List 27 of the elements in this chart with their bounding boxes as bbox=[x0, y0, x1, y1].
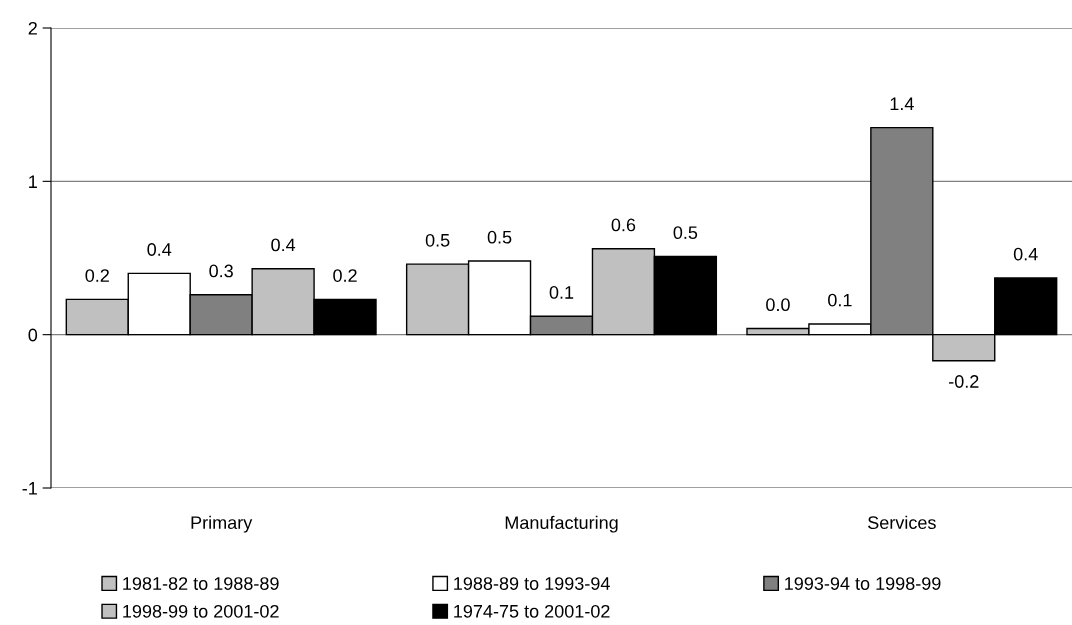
x-tick-label: Primary bbox=[191, 515, 253, 533]
data-label: 0.6 bbox=[611, 218, 636, 232]
data-label: 0.3 bbox=[209, 264, 233, 278]
x-tick-label: Manufacturing bbox=[505, 515, 618, 533]
data-label: 0.2 bbox=[333, 269, 357, 282]
data-label: 1.4 bbox=[890, 97, 914, 111]
legend-label: 1974-75 to 2001-02 bbox=[454, 604, 610, 618]
y-tick-label: 0 bbox=[28, 328, 38, 342]
data-label: 0.4 bbox=[147, 243, 172, 256]
data-label: 0.1 bbox=[549, 286, 574, 299]
data-label: 0.5 bbox=[425, 233, 450, 247]
legend-label: 1993-94 to 1998-99 bbox=[785, 577, 941, 590]
legend-label: 1998-99 to 2001-02 bbox=[123, 604, 279, 618]
data-label: 0.1 bbox=[828, 293, 852, 307]
y-tick-label: 2 bbox=[28, 21, 37, 35]
data-label: -0.2 bbox=[949, 375, 979, 388]
legend-label: 1988-89 to 1993-94 bbox=[454, 577, 610, 590]
x-tick-label: Services bbox=[868, 515, 936, 530]
data-label: 0.2 bbox=[85, 269, 109, 282]
y-tick-label: 1 bbox=[29, 175, 37, 188]
data-label: 0.4 bbox=[1013, 247, 1038, 261]
data-label: 0.5 bbox=[673, 226, 698, 240]
data-label: 0.4 bbox=[271, 238, 296, 252]
legend-label: 1981-82 to 1988-89 bbox=[123, 577, 279, 590]
y-tick-label: -1 bbox=[22, 482, 37, 495]
data-label: 0.5 bbox=[487, 230, 512, 244]
data-label: 0.0 bbox=[766, 298, 790, 312]
